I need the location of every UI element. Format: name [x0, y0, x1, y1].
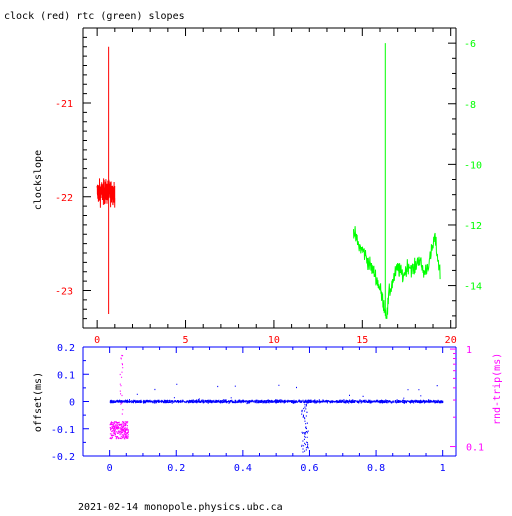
bottom-x-tick-label: 0 [107, 463, 113, 474]
bottom-y-tick-label: -0.1 [51, 425, 75, 436]
bottom-y-axis-label: offset(ms) [33, 372, 44, 432]
top-x-tick-label: 20 [445, 335, 457, 346]
rndtrip-series-points [109, 354, 129, 440]
clock-series-line [96, 178, 116, 208]
bottom-x-tick-label: 1 [440, 463, 446, 474]
bottom-y2-tick-label: 1 [466, 345, 472, 356]
top-x-tick-label: 15 [356, 335, 368, 346]
chart-title: clock (red) rtc (green) slopes [4, 11, 185, 22]
bottom-y-tick-label: -0.2 [51, 452, 75, 463]
top-y2-tick-label: -14 [464, 282, 482, 293]
top-y-tick-label: -22 [55, 193, 73, 204]
top-x-tick-label: 0 [94, 335, 100, 346]
rtc-series-line [353, 226, 441, 320]
bottom-x-tick-label: 0.6 [300, 463, 318, 474]
top-y2-tick-label: -12 [464, 221, 482, 232]
bottom-x-tick-label: 0.2 [167, 463, 185, 474]
bottom-y-tick-label: 0.1 [57, 370, 75, 381]
top-y2-tick-label: -10 [464, 160, 482, 171]
top-y-axis-label: clockslope [33, 150, 44, 210]
top-y-tick-label: -21 [55, 99, 73, 110]
bottom-x-tick-label: 0.4 [234, 463, 252, 474]
footer-text: 2021-02-14 monopole.physics.ubc.ca [78, 502, 283, 512]
bottom-y2-axis-label: rnd-trip(ms) [492, 353, 503, 425]
top-y2-tick-label: -8 [464, 100, 476, 111]
bottom-y2-tick-label: 0.1 [466, 443, 484, 454]
bottom-y-tick-label: 0 [69, 398, 75, 409]
top-x-tick-label: 10 [268, 335, 280, 346]
bottom-y-tick-label: 0.2 [57, 343, 75, 354]
bottom-x-tick-label: 0.8 [367, 463, 385, 474]
top-y-tick-label: -23 [55, 287, 73, 298]
offset-series-points [109, 383, 444, 453]
top-x-tick-label: 5 [183, 335, 189, 346]
top-y2-tick-label: -6 [464, 39, 476, 50]
